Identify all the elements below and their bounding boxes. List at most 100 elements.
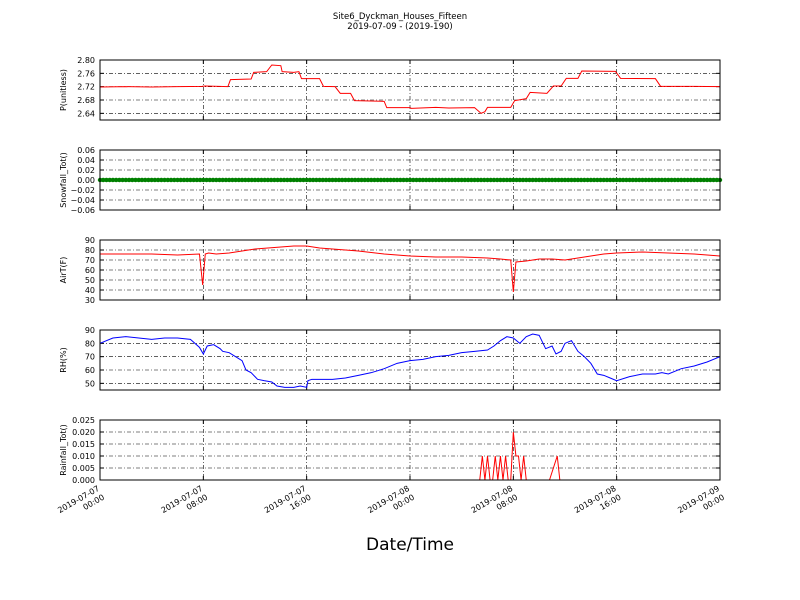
series-point [533,177,539,183]
series-point [362,177,367,183]
series-point [627,177,632,183]
series-point [453,177,458,183]
series-point [317,177,322,183]
series-point [482,177,487,183]
series-point [711,177,716,183]
series-point [359,177,364,183]
series-point [649,177,655,183]
series-point [682,177,687,183]
series-point [281,177,287,183]
series-point [162,177,167,183]
series-point [294,177,300,183]
series-point [259,177,264,183]
series-point [175,177,180,183]
series-point [449,177,455,183]
series-point [485,177,490,183]
series-point [630,177,636,183]
series-point [708,177,713,183]
series-point [566,177,571,183]
series-point [236,177,242,183]
series-point [608,177,613,183]
series-point [107,177,112,183]
axes-frame [99,419,721,481]
series-point [595,177,600,183]
series-point [178,177,183,183]
series-point [181,177,187,183]
y-tick-label: 0.000 [72,476,95,485]
y-tick-label: 0.06 [77,146,95,155]
series-point [265,177,271,183]
series-point [691,177,697,183]
series-point [617,177,623,183]
series-point [288,177,293,183]
series-point [640,177,645,183]
series-point [155,177,161,183]
series-point [498,177,503,183]
series-point [536,177,542,183]
series-point [514,177,519,183]
series-point [201,177,206,183]
series-point [430,177,435,183]
y-tick-label: 0.00 [77,176,95,185]
chart-title: Site6_Dyckman_Houses_Fifteen [333,12,467,22]
series-point [233,177,238,183]
y-tick-label: −0.06 [70,206,95,215]
series-point [327,177,332,183]
series-point [336,177,342,183]
y-tick-label: 0.04 [77,156,95,165]
series-point [585,177,590,183]
series-point [662,177,668,183]
series-point [101,177,106,183]
series-point [675,177,681,183]
series-point [352,177,358,183]
series-point [168,177,174,183]
series-point [704,177,710,183]
series-point [620,177,626,183]
series-point [333,177,338,183]
series-point [698,177,703,183]
series-point [320,177,326,183]
series-point [165,177,171,183]
series-point [591,177,597,183]
series-point [126,177,132,183]
series-point [507,177,513,183]
series-point [130,177,135,183]
series-point [414,177,419,183]
y-axis-label: P(unitless) [59,69,68,111]
y-tick-label: 50 [85,276,95,285]
series-point [511,177,516,183]
series-point [517,177,522,183]
series-point [113,177,119,183]
y-tick-label: 2.68 [77,96,95,105]
series-point [494,177,500,183]
y-tick-label: 90 [85,236,95,245]
series-point [556,177,561,183]
y-axis-label: AirT(F) [59,257,68,284]
y-tick-label: 80 [85,246,95,255]
y-tick-label: 0.020 [72,428,95,437]
series-point [559,177,564,183]
series-point [666,177,671,183]
series-point [323,177,329,183]
series-point [614,177,619,183]
series-point [217,177,222,183]
series-point [478,177,484,183]
chart-subtitle: 2019-07-09 - (2019-190) [347,22,452,32]
series-point [149,177,154,183]
series-point [588,177,594,183]
series-point [291,177,296,183]
series-point [672,177,677,183]
panel-2: 0.060.040.020.00−0.02−0.04−0.06Snowfall_… [59,146,723,215]
series-point [637,177,642,183]
series-point [427,177,432,183]
series-point [472,177,477,183]
y-tick-label: 2.80 [77,56,95,65]
series-line [100,245,721,293]
series-point [184,177,190,183]
series-point [656,177,661,183]
